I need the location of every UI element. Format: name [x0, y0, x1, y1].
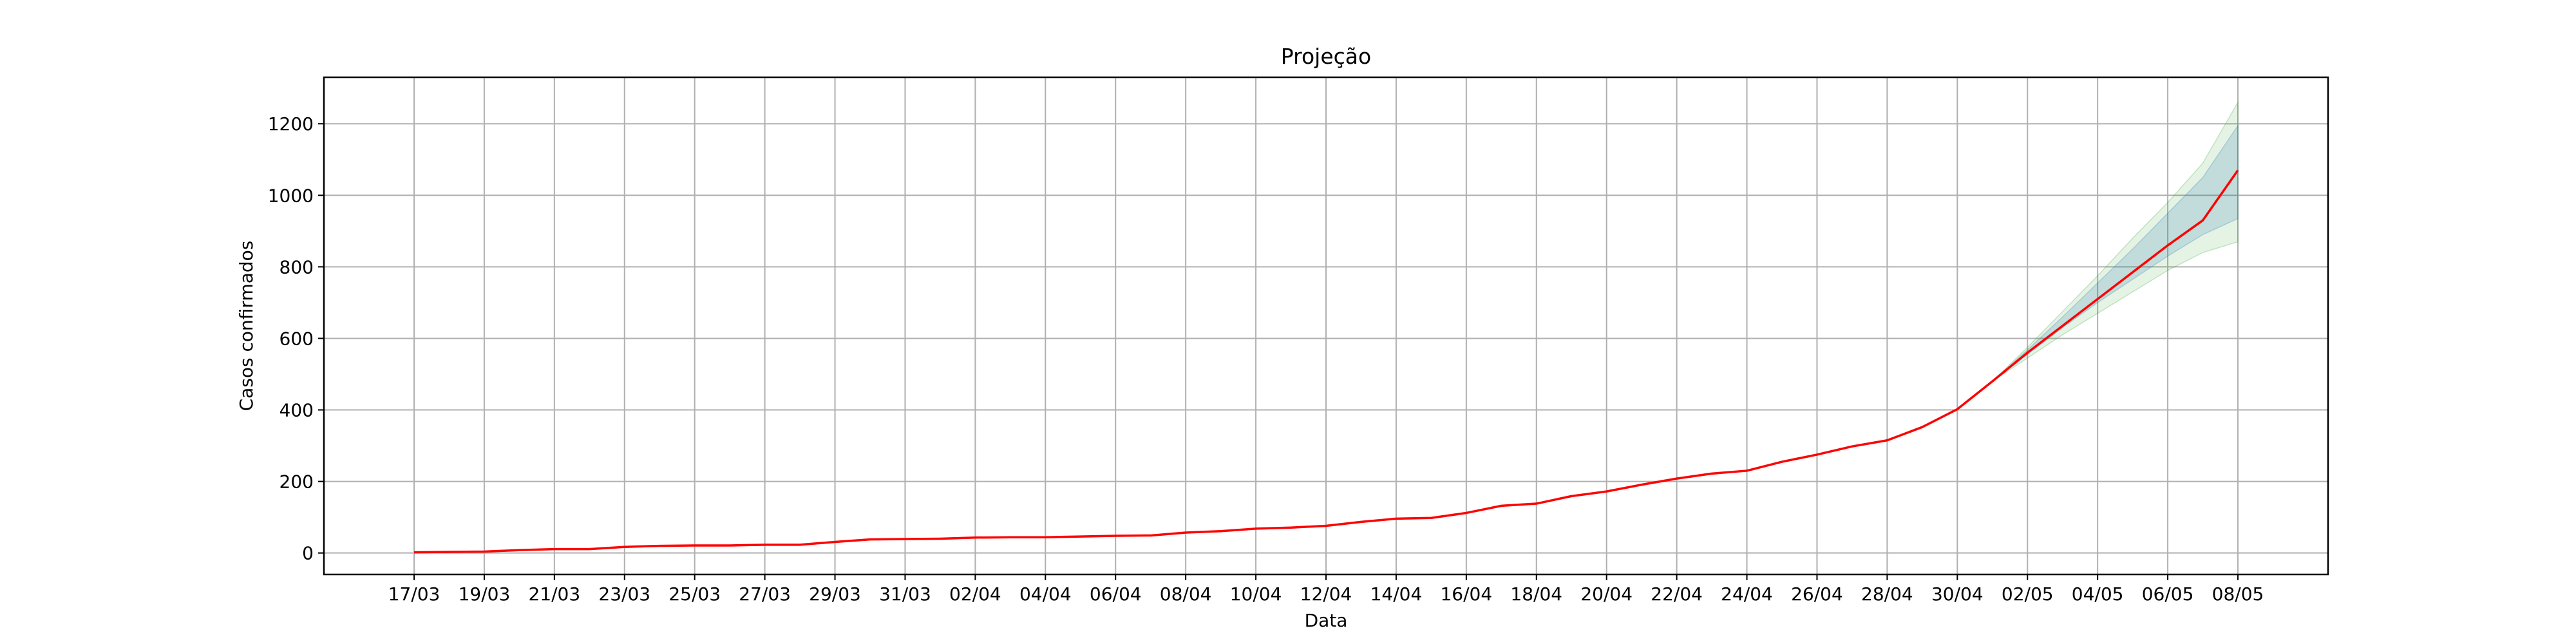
- x-tick-label: 20/04: [1580, 583, 1633, 605]
- grid: [324, 77, 2328, 574]
- x-tick-label: 25/03: [668, 583, 721, 605]
- x-tick-label: 12/04: [1300, 583, 1352, 605]
- x-tick-label: 04/05: [2072, 583, 2124, 605]
- x-axis-ticks: 17/03 19/03 21/03 23/03 25/03 27/03 29/03 31/03…: [388, 574, 2264, 605]
- x-tick-label: 22/04: [1651, 583, 1703, 605]
- x-tick-label: 04/04: [1019, 583, 1072, 605]
- y-tick-label: 1200: [268, 113, 314, 135]
- y-tick-label: 200: [279, 471, 314, 493]
- x-tick-label: 23/03: [598, 583, 650, 605]
- x-tick-label: 18/04: [1510, 583, 1562, 605]
- series-line-0: [413, 169, 2239, 554]
- x-tick-label: 10/04: [1230, 583, 1282, 605]
- x-tick-label: 31/03: [879, 583, 931, 605]
- x-tick-label: 26/04: [1791, 583, 1843, 605]
- y-tick-label: 800: [279, 256, 314, 278]
- x-tick-label: 06/04: [1090, 583, 1142, 605]
- chart-title: Projeção: [1281, 44, 1371, 69]
- y-tick-label: 1000: [268, 185, 314, 206]
- x-tick-label: 14/04: [1370, 583, 1423, 605]
- y-tick-label: 0: [302, 543, 314, 564]
- x-tick-label: 17/03: [388, 583, 440, 605]
- y-axis-ticks: 0 200 400 600 800 1000 1200: [268, 113, 324, 564]
- series: [413, 169, 2239, 554]
- x-tick-label: 30/04: [1931, 583, 1984, 605]
- x-tick-label: 28/04: [1861, 583, 1913, 605]
- x-axis-label: Data: [1305, 610, 1348, 631]
- y-axis-label: Casos confirmados: [236, 241, 257, 412]
- x-tick-label: 06/05: [2142, 583, 2194, 605]
- x-tick-label: 21/03: [528, 583, 580, 605]
- x-tick-label: 29/03: [809, 583, 861, 605]
- x-tick-label: 24/04: [1721, 583, 1773, 605]
- x-tick-label: 16/04: [1440, 583, 1492, 605]
- x-tick-label: 19/03: [459, 583, 511, 605]
- x-tick-label: 27/03: [739, 583, 791, 605]
- y-tick-label: 600: [279, 328, 314, 349]
- x-tick-label: 02/05: [2002, 583, 2054, 605]
- x-tick-label: 08/04: [1160, 583, 1212, 605]
- y-tick-label: 400: [279, 400, 314, 421]
- x-tick-label: 02/04: [949, 583, 1001, 605]
- x-tick-label: 08/05: [2212, 583, 2264, 605]
